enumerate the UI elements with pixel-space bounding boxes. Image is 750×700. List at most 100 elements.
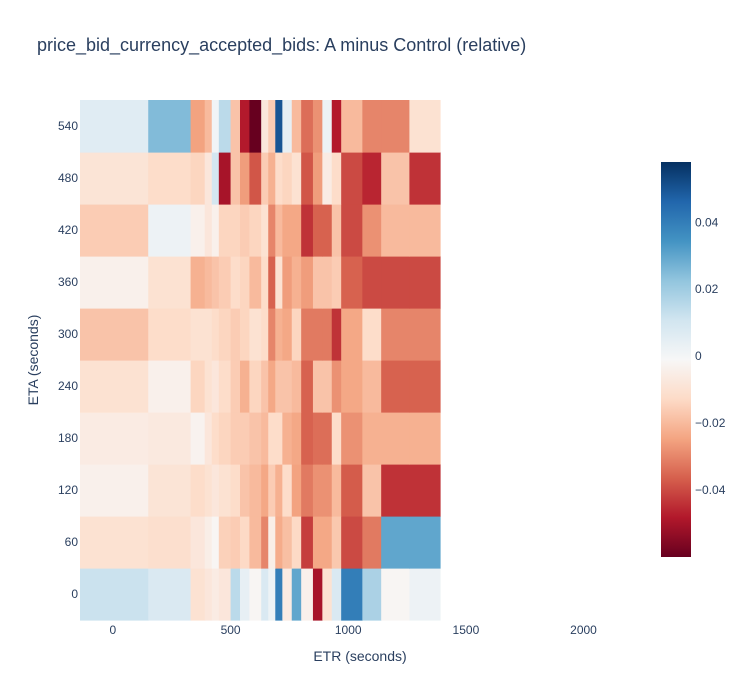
- y-tick-label: 120: [58, 483, 78, 497]
- heatmap-cell: [322, 516, 333, 569]
- heatmap-cell: [275, 360, 283, 413]
- heatmap-cell: [190, 256, 206, 309]
- heatmap-cell: [218, 308, 232, 361]
- heatmap-cell: [312, 256, 323, 309]
- heatmap-cell: [148, 308, 192, 361]
- colorbar-tick-label: 0: [695, 349, 702, 363]
- heatmap-cell: [268, 360, 276, 413]
- heatmap-cell: [291, 256, 302, 309]
- heatmap-cell: [261, 152, 269, 205]
- colorbar-tick-label: −0.04: [695, 483, 726, 497]
- heatmap-cell: [80, 256, 149, 309]
- heatmap-cell: [322, 464, 333, 517]
- chart-title: price_bid_currency_accepted_bids: A minu…: [37, 35, 526, 56]
- heatmap-cell: [275, 308, 283, 361]
- heatmap-cell: [148, 412, 192, 465]
- heatmap-cell: [362, 412, 382, 465]
- heatmap-cell: [341, 360, 363, 413]
- heatmap-cell: [362, 360, 382, 413]
- x-tick-label: 500: [221, 623, 241, 637]
- x-tick-label: 0: [110, 623, 117, 637]
- heatmap-cell: [80, 412, 149, 465]
- heatmap-cell: [80, 204, 149, 257]
- heatmap-cell: [148, 100, 192, 153]
- heatmap-cell: [80, 152, 149, 205]
- heatmap-cell: [249, 568, 262, 621]
- heatmap-cell: [80, 100, 149, 153]
- heatmap-cell: [268, 308, 276, 361]
- heatmap-cell: [230, 464, 241, 517]
- heatmap-cell: [240, 308, 251, 361]
- heatmap-cell: [301, 204, 314, 257]
- heatmap-cell: [331, 412, 342, 465]
- heatmap-cell: [282, 412, 293, 465]
- heatmap-cell: [331, 152, 342, 205]
- heatmap-cell: [148, 568, 192, 621]
- heatmap-cell: [409, 204, 441, 257]
- heatmap-cell: [312, 100, 323, 153]
- heatmap-cell: [409, 256, 441, 309]
- heatmap-cell: [282, 360, 293, 413]
- heatmap-cell: [218, 360, 232, 413]
- heatmap-cell: [381, 152, 411, 205]
- heatmap-cell: [275, 516, 283, 569]
- heatmap-cell: [204, 464, 213, 517]
- heatmap-cell: [249, 308, 262, 361]
- heatmap-cells: [80, 100, 441, 621]
- heatmap-cell: [268, 256, 276, 309]
- heatmap-cell: [291, 412, 302, 465]
- y-tick-label: 360: [58, 275, 78, 289]
- y-axis-label: ETA (seconds): [25, 315, 41, 406]
- heatmap-cell: [268, 412, 276, 465]
- heatmap-cell: [249, 204, 262, 257]
- x-tick-label: 1500: [453, 623, 480, 637]
- heatmap-cell: [190, 360, 206, 413]
- heatmap-cell: [268, 100, 276, 153]
- heatmap-cell: [80, 516, 149, 569]
- heatmap-cell: [331, 516, 342, 569]
- heatmap-cell: [362, 100, 382, 153]
- heatmap-cell: [240, 516, 251, 569]
- heatmap-cell: [211, 308, 220, 361]
- heatmap-cell: [275, 256, 283, 309]
- heatmap-cell: [230, 152, 241, 205]
- heatmap-cell: [322, 412, 333, 465]
- heatmap-cell: [362, 464, 382, 517]
- heatmap-cell: [331, 568, 342, 621]
- heatmap-cell: [322, 360, 333, 413]
- heatmap-cell: [301, 152, 314, 205]
- heatmap-cell: [282, 204, 293, 257]
- heatmap-cell: [312, 568, 323, 621]
- heatmap-cell: [362, 204, 382, 257]
- heatmap-cell: [211, 256, 220, 309]
- heatmap-cell: [204, 204, 213, 257]
- heatmap-cell: [331, 464, 342, 517]
- heatmap-cell: [275, 464, 283, 517]
- heatmap-cell: [190, 308, 206, 361]
- heatmap-cell: [291, 360, 302, 413]
- heatmap-cell: [261, 308, 269, 361]
- heatmap-cell: [240, 360, 251, 413]
- colorbar-tick-label: 0.02: [695, 282, 719, 296]
- heatmap-cell: [261, 464, 269, 517]
- heatmap-cell: [341, 516, 363, 569]
- heatmap-cell: [230, 256, 241, 309]
- heatmap-cell: [275, 412, 283, 465]
- heatmap-cell: [341, 100, 363, 153]
- heatmap-cell: [331, 204, 342, 257]
- heatmap-cell: [362, 256, 382, 309]
- y-tick-label: 0: [71, 587, 78, 601]
- x-tick-label: 1000: [335, 623, 362, 637]
- heatmap-cell: [80, 464, 149, 517]
- heatmap-cell: [301, 516, 314, 569]
- heatmap-cell: [409, 152, 441, 205]
- heatmap-cell: [148, 256, 192, 309]
- heatmap-cell: [291, 516, 302, 569]
- x-axis-label: ETR (seconds): [313, 648, 406, 664]
- heatmap-cell: [301, 412, 314, 465]
- heatmap-cell: [240, 568, 251, 621]
- heatmap-cell: [341, 308, 363, 361]
- heatmap-cell: [230, 412, 241, 465]
- heatmap-cell: [218, 204, 232, 257]
- heatmap-cell: [409, 360, 441, 413]
